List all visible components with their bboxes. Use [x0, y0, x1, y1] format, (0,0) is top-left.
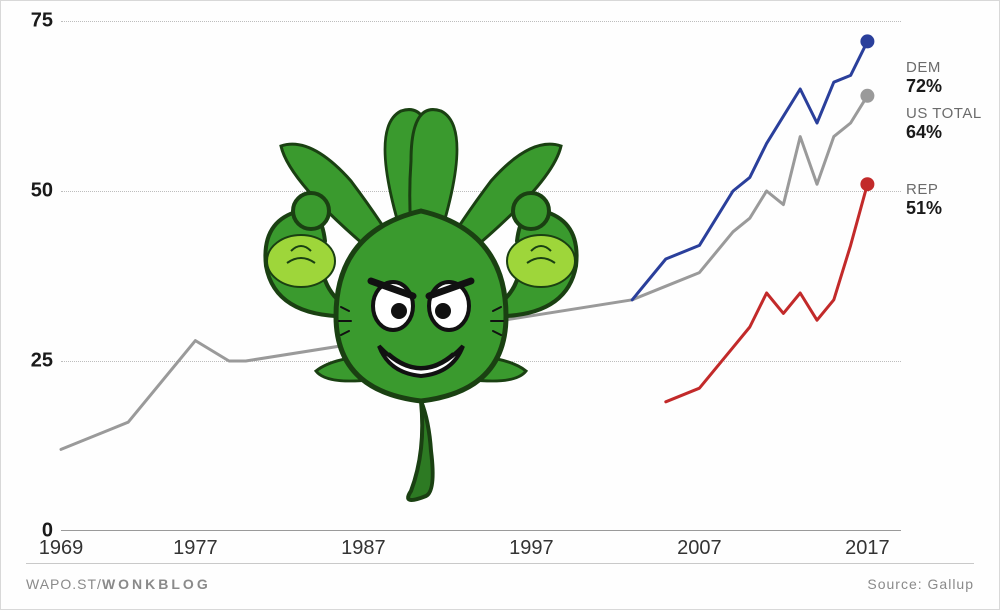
- brand-credit: WAPO.ST/WONKBLOG: [26, 576, 211, 592]
- source-credit: Source: Gallup: [867, 576, 974, 592]
- x-tick-label: 1997: [509, 537, 554, 560]
- x-tick-label: 1987: [341, 537, 386, 560]
- chart-footer: WAPO.ST/WONKBLOG Source: Gallup: [26, 576, 974, 592]
- series-value-dem: 72%: [906, 76, 942, 97]
- y-tick-label: 25: [31, 350, 53, 373]
- leaf-illustration: [221, 91, 621, 511]
- brand-prefix: WAPO.ST/: [26, 576, 102, 592]
- brand-name: WONKBLOG: [102, 576, 211, 592]
- x-tick-label: 1977: [173, 537, 218, 560]
- series-label-dem: DEM 72%: [906, 59, 942, 97]
- y-tick-label: 50: [31, 180, 53, 203]
- series-value-us-total: 64%: [906, 122, 982, 143]
- series-label-rep: REP 51%: [906, 181, 942, 219]
- series-name-rep: REP: [906, 181, 942, 198]
- x-tick-label: 2017: [845, 537, 890, 560]
- series-name-us-total: US TOTAL: [906, 105, 982, 122]
- plot-area: 0255075196919771987199720072017: [61, 21, 901, 531]
- x-tick-label: 1969: [39, 537, 84, 560]
- series-label-us-total: US TOTAL 64%: [906, 105, 982, 143]
- x-tick-label: 2007: [677, 537, 722, 560]
- chart-frame: 0255075196919771987199720072017 DEM: [0, 0, 1000, 610]
- y-tick-label: 75: [31, 10, 53, 33]
- series-value-rep: 51%: [906, 198, 942, 219]
- series-name-dem: DEM: [906, 59, 942, 76]
- footer-divider: [26, 563, 974, 564]
